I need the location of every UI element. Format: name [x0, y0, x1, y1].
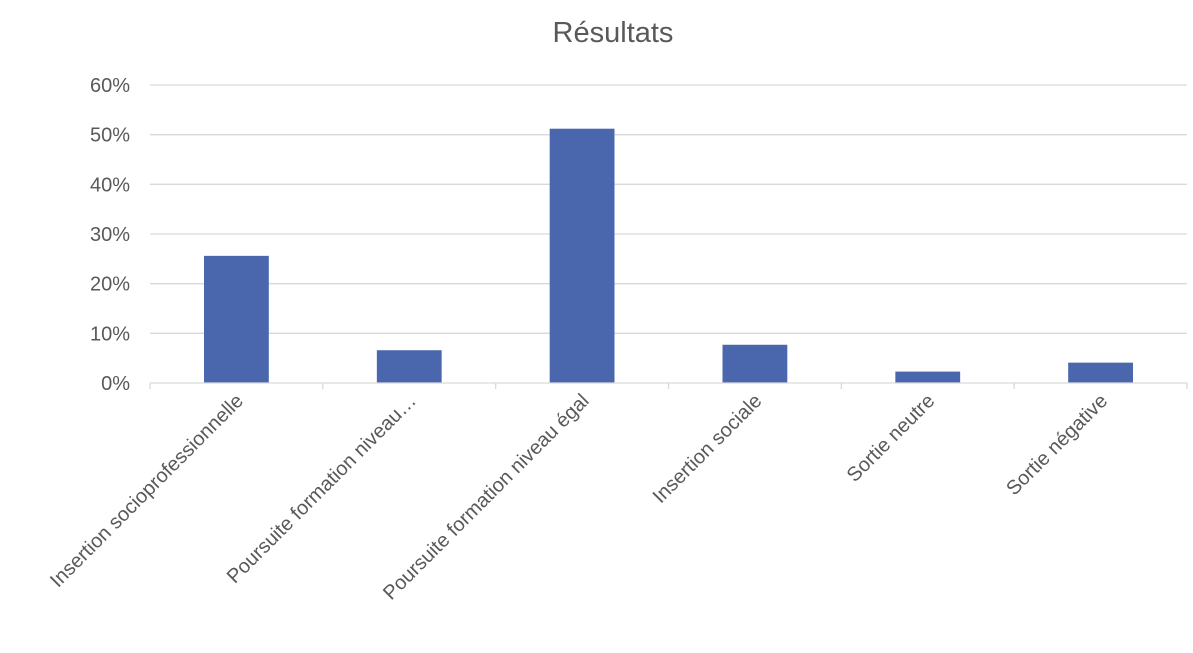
y-axis-tick-labels: 0% 10% 20% 30% 40% 50% 60%: [90, 75, 130, 395]
bar: [549, 128, 615, 383]
bar: [204, 255, 269, 383]
bars: [204, 128, 1133, 383]
bar: [722, 344, 788, 383]
y-tick-label: 10%: [90, 323, 130, 345]
x-axis: [149, 382, 1188, 389]
x-tick-label: Sortie négative: [1002, 390, 1112, 500]
y-tick-label: 60%: [90, 75, 130, 97]
bar: [1068, 362, 1133, 383]
y-tick-label: 20%: [90, 274, 130, 296]
x-axis-category-labels: Insertion socioprofessionnellePoursuite …: [46, 390, 1112, 604]
gridlines: [150, 84, 1187, 334]
x-tick-label: Poursuite formation niveau…: [223, 390, 421, 588]
y-tick-label: 50%: [90, 125, 130, 147]
x-tick-label: Insertion sociale: [649, 390, 767, 508]
chart-title: Résultats: [553, 17, 674, 49]
y-tick-label: 30%: [90, 224, 130, 246]
y-tick-label: 0%: [101, 373, 130, 395]
x-tick-label: Poursuite formation niveau égal: [379, 390, 593, 604]
y-tick-label: 40%: [90, 174, 130, 196]
bar: [376, 350, 442, 383]
x-tick-label: Sortie neutre: [843, 390, 940, 487]
x-tick-label: Insertion socioprofessionnelle: [46, 390, 248, 592]
bar: [895, 371, 961, 383]
